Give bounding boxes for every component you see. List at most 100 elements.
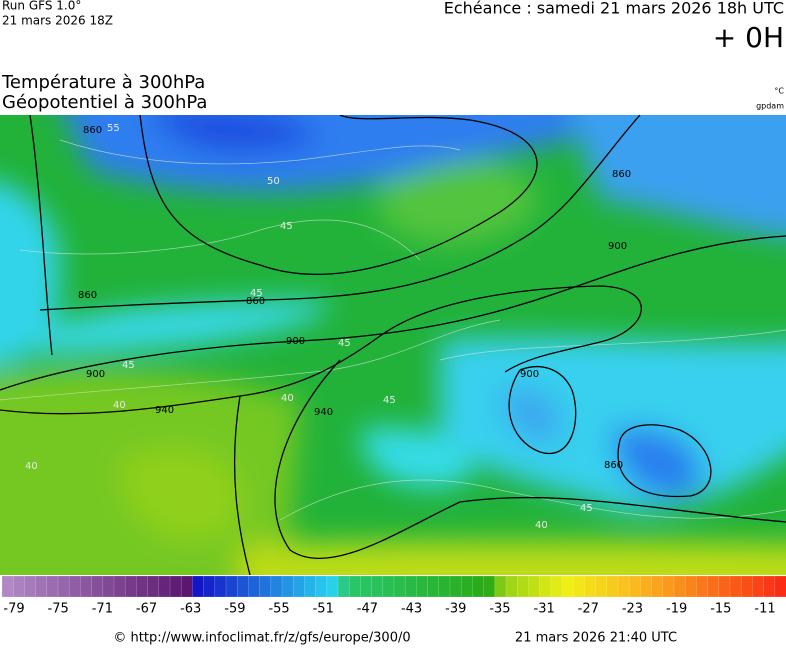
contour-label: 900 [86,369,105,380]
timestamp: 21 mars 2026 21:40 UTC [515,631,677,646]
colorbar-swatch [561,575,574,598]
colorbar-swatch [550,575,563,598]
colorbar-tick-label: -51 [313,602,334,617]
title-temperature: Température à 300hPa [1,72,205,93]
colorbar-swatch [113,575,126,598]
colorbar-swatch [57,575,70,598]
colorbar-swatch [360,575,373,598]
colorbar-tick-label: -35 [489,602,510,617]
contour-label: 860 [83,125,102,136]
forecast-time: Echéance : samedi 21 mars 2026 18h UTC [444,0,784,18]
colorbar-swatch [483,575,496,598]
colorbar-swatch [427,575,440,598]
contour-label: 860 [78,290,97,301]
unit-temperature: °C [774,87,784,96]
isotherm-label: 45 [280,221,293,232]
colorbar-swatch [169,575,182,598]
colorbar-swatch [124,575,137,598]
colorbar-swatch [326,575,339,598]
colorbar-tick-label: -47 [357,602,378,617]
colorbar-swatch [718,575,731,598]
run-date: 21 mars 2026 18Z [2,14,113,28]
unit-geopotential: gpdam [756,102,784,111]
lead-time: + 0H [713,21,784,54]
colorbar-swatch [236,575,249,598]
isotherm-label: 45 [250,288,263,299]
colorbar-swatch [752,575,765,598]
map: 860 860 900 860 900 900 940 940 900 860 … [0,115,786,575]
colorbar-swatch [572,575,585,598]
source-url: © http://www.infoclimat.fr/z/gfs/europe/… [113,631,410,646]
isotherm-label: 45 [338,338,351,349]
colorbar-tick-label: -75 [48,602,69,617]
colorbar-tick-label: -31 [534,602,555,617]
isotherm-label: 40 [113,400,126,411]
colorbar-swatch [304,575,317,598]
colorbar-swatch [158,575,171,598]
isotherms [0,139,786,521]
contour-label: 860 [604,460,623,471]
colorbar-swatch [449,575,462,598]
colorbar-swatch [102,575,115,598]
contour-label: 900 [286,336,305,347]
colorbar-swatch [696,575,709,598]
isotherm-label: 40 [25,461,38,472]
colorbar-swatch [35,575,48,598]
colorbar-swatch [180,575,193,598]
colorbar-tick-label: -43 [401,602,422,617]
colorbar-tick-label: -55 [268,602,289,617]
colorbar-swatch [12,575,25,598]
colorbar-swatch [528,575,541,598]
colorbar-swatch [640,575,653,598]
colorbar-swatch [438,575,451,598]
isotherm-label: 40 [281,393,294,404]
colorbar-swatch [628,575,641,598]
colorbar-swatch [315,575,328,598]
colorbar-swatch [214,575,227,598]
colorbar-swatch [259,575,272,598]
colorbar-swatch [460,575,473,598]
colorbar-swatch [248,575,261,598]
geopotential-contours [0,115,786,575]
colorbar-swatch [505,575,518,598]
colorbar-swatch [393,575,406,598]
colorbar-tick-label: -11 [754,602,775,617]
colorbar-swatch [472,575,485,598]
geopotential-labels: 860 860 900 860 900 900 940 940 900 860 … [78,125,631,471]
colorbar-tick-label: -15 [710,602,731,617]
isotherm-label: 50 [267,176,280,187]
colorbar-swatch [292,575,305,598]
colorbar-swatch [192,575,205,598]
colorbar-tick-label: -19 [666,602,687,617]
contour-label: 900 [520,369,539,380]
colorbar-swatch [684,575,697,598]
contour-label: 860 [246,296,265,307]
isotherm-label: 40 [535,520,548,531]
colorbar-swatch [281,575,294,598]
title-geopotential: Géopotentiel à 300hPa [2,92,207,113]
colorbar-swatch [371,575,384,598]
colorbar-swatch [729,575,742,598]
colorbar-tick-label: -71 [92,602,113,617]
colorbar-swatch [584,575,597,598]
isotherm-label: 45 [580,503,593,514]
colorbar-swatch [651,575,664,598]
colorbar-tick-label: -39 [445,602,466,617]
colorbar-swatch [382,575,395,598]
colorbar-swatch [740,575,753,598]
contour-label: 860 [612,169,631,180]
isotherm-label: 45 [383,395,396,406]
colorbar-swatch [136,575,149,598]
colorbar-swatch [337,575,350,598]
colorbar-swatch [147,575,160,598]
isotherm-label: 45 [122,360,135,371]
colorbar-tick-label: -27 [578,602,599,617]
colorbar-swatch [348,575,361,598]
colorbar-swatch [80,575,93,598]
colorbar-swatch [617,575,630,598]
colorbar-swatch [774,575,786,598]
colorbar-swatch [46,575,59,598]
colorbar-swatch [1,575,14,598]
